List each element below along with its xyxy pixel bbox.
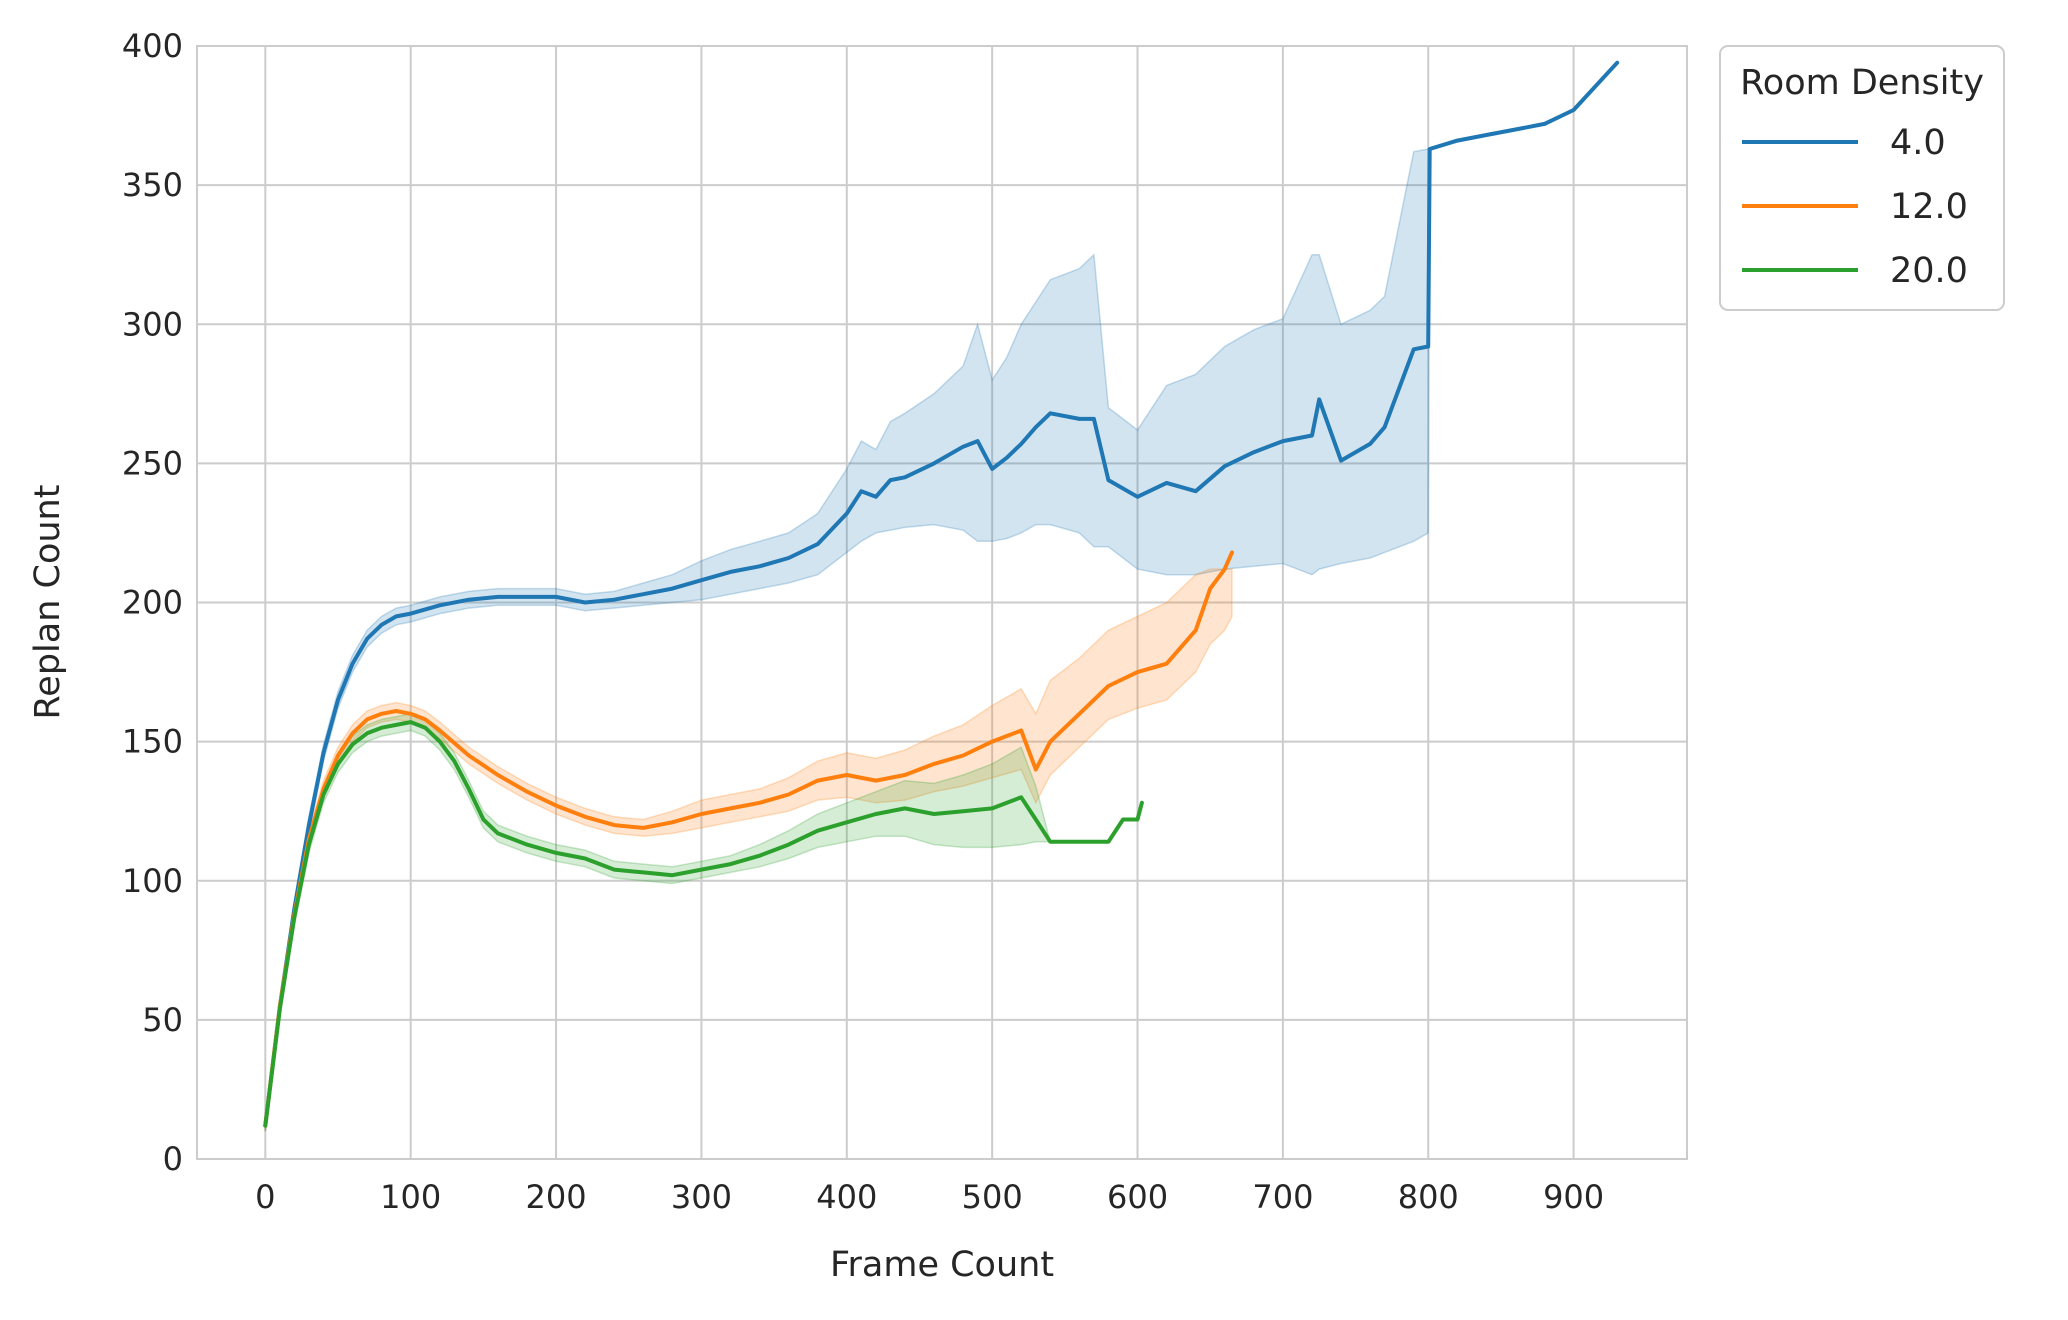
x-tick-label: 800 (1398, 1178, 1459, 1216)
x-axis-title: Frame Count (830, 1245, 1054, 1285)
x-tick-label: 700 (1252, 1178, 1313, 1216)
y-tick-label: 350 (122, 166, 183, 204)
legend: Room Density 4.0 12.0 20.0 (1719, 45, 2005, 311)
x-tick-label: 500 (962, 1178, 1023, 1216)
y-axis-title: Replan Count (28, 485, 68, 720)
y-tick-labels: 0 50 100 150 200 250 300 350 400 (122, 27, 183, 1178)
legend-frame (1719, 45, 2005, 311)
y-tick-label: 0 (163, 1140, 183, 1178)
legend-label: 12.0 (1890, 187, 1968, 227)
series-lines (263, 60, 1620, 1128)
x-tick-label: 600 (1107, 1178, 1168, 1216)
x-tick-label: 200 (526, 1178, 587, 1216)
y-tick-label: 250 (122, 444, 183, 482)
series-line-20-0 (263, 720, 1144, 1128)
y-tick-label: 50 (142, 1001, 183, 1039)
y-tick-label: 100 (122, 862, 183, 900)
series-line-4-0 (263, 60, 1620, 1128)
y-tick-label: 200 (122, 584, 183, 622)
plot-frame (196, 45, 1688, 1160)
legend-label: 4.0 (1890, 123, 1946, 163)
y-tick-label: 150 (122, 723, 183, 761)
x-tick-label: 900 (1543, 1178, 1604, 1216)
y-tick-label: 400 (122, 27, 183, 65)
confidence-band-12-0 (264, 568, 1233, 1132)
legend-entries: 4.0 12.0 20.0 (1742, 123, 1968, 291)
x-tick-label: 100 (380, 1178, 441, 1216)
x-tick-labels: 0 100 200 300 400 500 600 700 800 900 (255, 1178, 1604, 1216)
legend-title: Room Density (1740, 63, 1984, 103)
x-tick-label: 0 (255, 1178, 275, 1216)
x-tick-label: 300 (671, 1178, 732, 1216)
series-line-12-0 (263, 550, 1234, 1128)
y-tick-label: 300 (122, 305, 183, 343)
x-tick-label: 400 (816, 1178, 877, 1216)
legend-label: 20.0 (1890, 251, 1968, 291)
